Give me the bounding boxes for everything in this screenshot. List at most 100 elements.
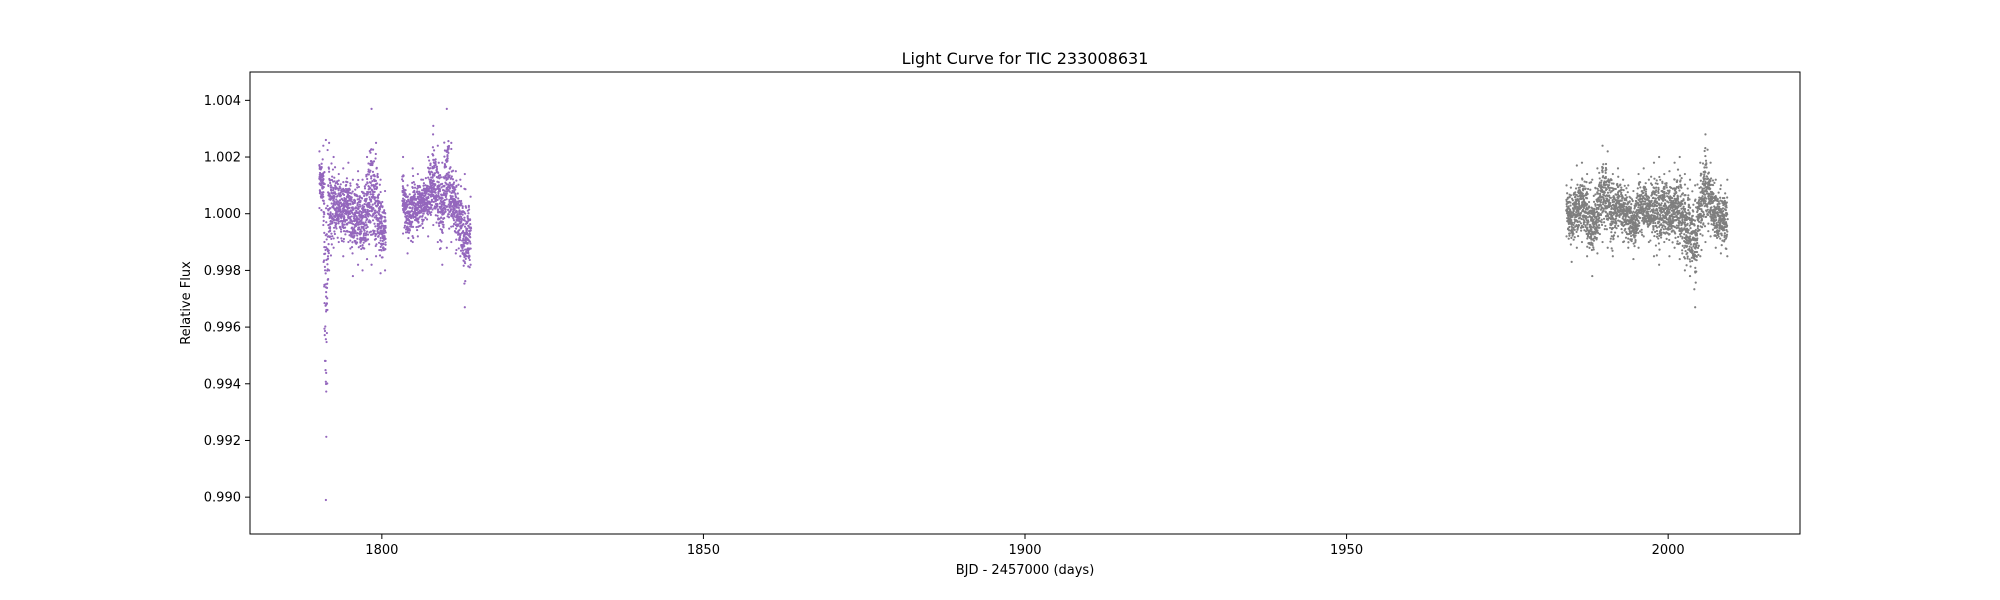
data-point (324, 252, 327, 255)
data-point (423, 199, 426, 202)
data-point (424, 184, 427, 187)
data-point (350, 245, 354, 249)
data-point (463, 241, 466, 245)
data-point (1671, 197, 1674, 200)
data-point (1597, 207, 1600, 211)
data-point (326, 263, 329, 266)
data-point (379, 239, 382, 242)
data-point (324, 272, 327, 275)
data-point (1723, 197, 1726, 200)
data-point (452, 181, 456, 184)
data-point (374, 152, 377, 156)
data-point (410, 223, 413, 226)
data-point (318, 150, 321, 153)
data-point (432, 158, 435, 161)
data-point (324, 248, 327, 252)
data-point (1629, 234, 1633, 238)
data-point (361, 244, 364, 247)
data-point (1594, 187, 1597, 190)
data-point (339, 208, 342, 211)
data-point (401, 232, 405, 235)
data-point (1710, 206, 1713, 209)
data-point (1656, 209, 1659, 212)
data-point (447, 188, 450, 192)
data-point (372, 207, 375, 210)
data-point (1661, 218, 1664, 221)
data-point (383, 269, 387, 272)
data-point (333, 176, 336, 179)
data-point (1678, 189, 1681, 192)
data-point (402, 179, 405, 183)
data-point (1586, 226, 1589, 229)
data-point (461, 213, 464, 216)
data-point (446, 154, 449, 157)
data-point (337, 189, 340, 192)
data-point (448, 174, 451, 177)
data-point (1574, 187, 1578, 190)
data-point (373, 211, 377, 214)
data-point (1608, 181, 1611, 184)
data-point (463, 225, 467, 228)
data-point (406, 184, 409, 187)
data-point (350, 198, 353, 201)
data-point (445, 190, 449, 193)
data-point (380, 249, 383, 252)
data-point (443, 217, 446, 220)
data-point (1695, 270, 1698, 273)
data-point (352, 236, 355, 239)
data-point (1630, 238, 1633, 241)
data-point (1700, 218, 1704, 221)
data-point (1694, 228, 1697, 232)
data-point (1674, 232, 1677, 235)
data-point (407, 198, 410, 201)
data-point (351, 190, 354, 193)
data-point (358, 203, 361, 206)
data-point (330, 189, 333, 192)
data-point (424, 176, 427, 180)
data-point (1612, 234, 1616, 237)
data-point (1702, 180, 1705, 183)
data-point (325, 302, 328, 305)
data-point (346, 180, 349, 184)
data-point (1701, 182, 1704, 186)
data-point (1661, 190, 1664, 193)
data-point (339, 194, 343, 197)
data-point (443, 198, 446, 202)
data-point (431, 176, 434, 179)
data-point (1659, 228, 1663, 231)
data-point (1592, 200, 1596, 203)
data-point (336, 236, 339, 239)
data-point (346, 230, 349, 233)
data-point (1569, 243, 1572, 246)
data-point (1680, 227, 1683, 230)
data-point (356, 231, 359, 235)
data-point (1601, 210, 1604, 213)
data-point (342, 255, 345, 258)
data-point (1601, 240, 1604, 244)
data-point (1691, 190, 1694, 193)
data-point (362, 215, 365, 218)
data-point (440, 193, 444, 196)
data-point (382, 246, 385, 249)
data-point (368, 243, 371, 246)
data-point (422, 189, 425, 192)
data-point (448, 187, 452, 190)
data-point (1614, 187, 1617, 191)
data-point (1656, 232, 1659, 236)
data-point (320, 162, 323, 165)
data-point (1700, 226, 1704, 229)
data-point (1608, 198, 1611, 202)
data-point (1723, 232, 1726, 235)
data-point (1631, 199, 1634, 203)
data-point (1581, 205, 1584, 208)
data-point (356, 170, 360, 173)
data-point (348, 234, 351, 237)
data-point (431, 171, 434, 174)
data-point (1649, 210, 1652, 213)
data-point (455, 210, 459, 214)
data-point (1725, 201, 1728, 204)
data-point (381, 205, 384, 208)
data-point (1569, 201, 1572, 204)
data-point (403, 226, 406, 229)
data-point (446, 157, 449, 160)
